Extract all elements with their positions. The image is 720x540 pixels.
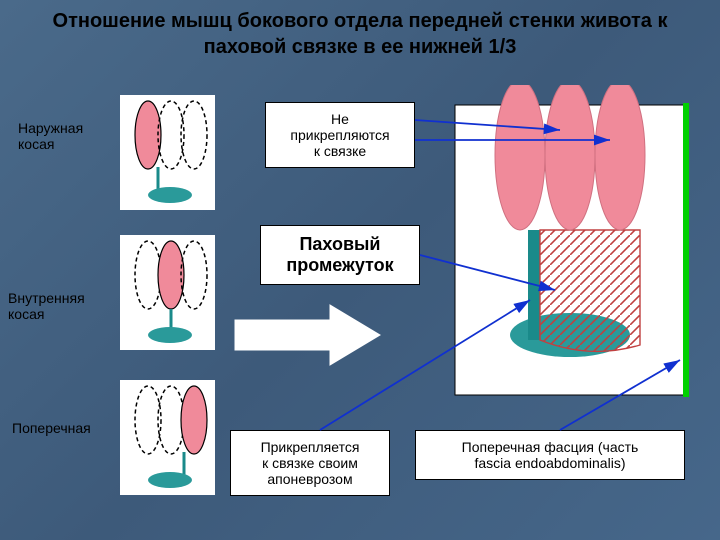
thumb-1 — [120, 95, 215, 210]
big-arrow-icon — [230, 300, 390, 370]
box-inguinal-gap: Паховый промежуток — [260, 225, 420, 285]
label-vnutrennyaya: Внутренняя косая — [8, 290, 85, 322]
slide-root: Отношение мышц бокового отдела передней … — [0, 0, 720, 540]
thumb-2 — [120, 235, 215, 350]
label-naruzhnaya: Наружная косая — [18, 120, 83, 152]
box-transverse-fascia: Поперечная фасция (часть fascia endoabdo… — [415, 430, 685, 480]
box-attached-aponeurosis: Прикрепляется к связке своим апоневрозом — [230, 430, 390, 496]
label-poperechnaya: Поперечная — [12, 420, 91, 436]
thumb-3 — [120, 380, 215, 495]
main-diagram — [450, 85, 700, 405]
box-not-attached: Не прикрепляются к связке — [265, 102, 415, 168]
slide-title: Отношение мышц бокового отдела передней … — [0, 8, 720, 60]
